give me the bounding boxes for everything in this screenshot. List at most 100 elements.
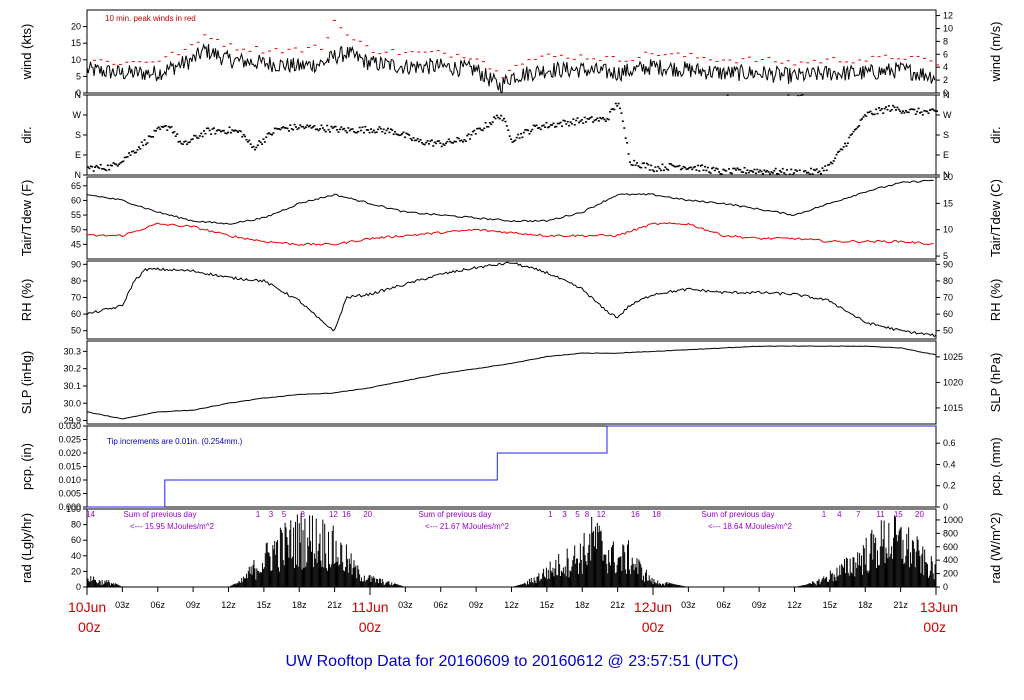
direction-point (650, 164, 653, 167)
direction-point (535, 124, 538, 127)
panel-frame-rad (86, 508, 937, 588)
direction-point (98, 167, 101, 169)
direction-point (587, 118, 590, 120)
right-tick-label: 1020 (943, 377, 963, 387)
direction-point (822, 169, 825, 172)
direction-point (911, 108, 914, 111)
direction-point (711, 167, 714, 170)
direction-point (255, 146, 258, 149)
direction-point (341, 128, 344, 131)
direction-point (149, 135, 152, 138)
rad-hour-label: 5 (282, 510, 287, 519)
rad-hour-label: 18 (652, 510, 661, 519)
direction-point (627, 153, 630, 155)
rad-hour-label: 20 (915, 510, 924, 519)
rad-sum-label: Sum of previous day (702, 510, 775, 519)
direction-point (282, 126, 285, 128)
direction-point (412, 137, 415, 139)
direction-point (638, 166, 641, 169)
direction-point (198, 135, 201, 137)
left-tick-label: 15 (71, 38, 81, 48)
direction-point (517, 133, 520, 136)
direction-point (747, 171, 750, 174)
direction-point (555, 125, 558, 128)
direction-point (723, 169, 726, 172)
direction-point (273, 127, 276, 130)
direction-point (323, 129, 326, 131)
wind-annotation: 10 min. peak winds in red (105, 14, 196, 23)
direction-point (882, 112, 885, 114)
direction-point (285, 127, 288, 129)
direction-point (872, 113, 875, 116)
direction-point (246, 141, 249, 143)
direction-point (899, 110, 902, 112)
direction-point (529, 130, 532, 133)
right-tick-label: 5 (943, 251, 948, 261)
direction-point (286, 127, 289, 130)
direction-point (481, 129, 484, 132)
left-tick-label: 30.1 (63, 381, 81, 391)
direction-point (152, 136, 155, 138)
rad-sum-value: <--- 18.64 MJoules/m^2 (708, 522, 793, 531)
direction-point (647, 163, 650, 166)
direction-point (389, 128, 392, 130)
direction-point (467, 133, 470, 136)
direction-point (546, 126, 549, 129)
direction-point (428, 143, 431, 145)
x-tick-label: 06z (433, 600, 448, 610)
direction-point (310, 127, 313, 129)
direction-point (852, 130, 855, 133)
direction-point (534, 125, 537, 128)
direction-point (388, 131, 391, 134)
direction-point (360, 129, 363, 132)
direction-point (358, 126, 361, 129)
direction-point (486, 125, 489, 128)
direction-point (119, 162, 122, 164)
direction-point (675, 165, 678, 168)
direction-point (904, 109, 907, 112)
x-tick-label: 15z (257, 600, 272, 610)
direction-point (430, 139, 433, 142)
direction-point (306, 124, 309, 126)
direction-point (539, 128, 542, 131)
x-tick-label: 03z (115, 600, 130, 610)
direction-point (658, 167, 661, 170)
direction-point (153, 129, 156, 132)
direction-point (769, 173, 772, 175)
left-tick-label: 60 (71, 309, 81, 319)
precip-step-line (87, 425, 936, 508)
direction-point (118, 163, 121, 166)
left-tick-label: E (75, 150, 81, 160)
direction-point (624, 137, 627, 139)
direction-point (845, 145, 848, 147)
direction-point (203, 130, 206, 132)
direction-point (730, 172, 733, 175)
direction-point (886, 108, 889, 111)
direction-point (609, 111, 612, 113)
direction-point (885, 106, 888, 108)
direction-point (113, 163, 116, 165)
left-tick-label: 0.005 (58, 489, 81, 499)
direction-point (401, 133, 404, 135)
direction-point (626, 142, 629, 144)
direction-point (262, 138, 265, 140)
direction-point (432, 145, 435, 147)
left-tick-label: 30.0 (63, 398, 81, 408)
direction-point (921, 113, 924, 116)
direction-point (340, 126, 343, 128)
rad-hour-label: 12 (597, 510, 606, 519)
x-tick-label: 06z (150, 600, 165, 610)
direction-point (276, 128, 279, 130)
direction-point (510, 138, 513, 141)
tair-line (86, 179, 934, 225)
y-axis-label-right: RH (%) (988, 279, 1003, 322)
direction-point (371, 131, 374, 133)
direction-point (474, 133, 477, 135)
direction-point (808, 173, 811, 175)
direction-point (880, 107, 883, 110)
direction-point (761, 172, 764, 175)
direction-point (330, 125, 333, 128)
direction-point (586, 117, 589, 120)
direction-point (619, 107, 622, 110)
